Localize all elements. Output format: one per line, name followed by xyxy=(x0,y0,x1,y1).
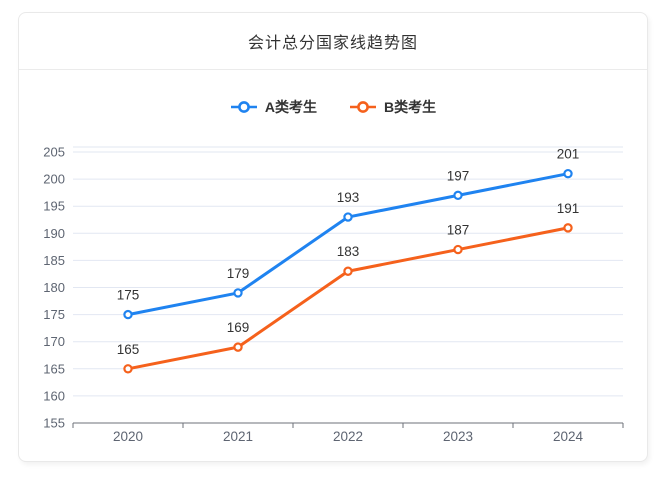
chart-header: 会计总分国家线趋势图 xyxy=(19,13,647,70)
data-point xyxy=(343,266,353,276)
data-point-label: 197 xyxy=(447,168,470,183)
legend-item-1[interactable]: B类考生 xyxy=(349,97,436,117)
y-axis-tick-label: 180 xyxy=(43,280,65,295)
data-point-label: 187 xyxy=(447,223,470,238)
data-point xyxy=(233,342,243,352)
data-point xyxy=(563,223,573,233)
data-point-label: 169 xyxy=(227,320,250,335)
data-point xyxy=(453,190,463,201)
data-point-label: 201 xyxy=(557,147,580,162)
x-axis-tick-label: 2024 xyxy=(553,429,584,444)
y-axis-tick-label: 205 xyxy=(43,145,65,160)
legend-label: A类考生 xyxy=(264,99,317,115)
data-point-label: 179 xyxy=(227,266,250,281)
x-axis-tick-label: 2023 xyxy=(443,429,473,444)
chart-title: 会计总分国家线趋势图 xyxy=(247,35,418,52)
chart-canvas: 155 160 165 170 175 180 185 190 195 200 205 2020 202… xyxy=(43,145,624,444)
y-axis-tick-label: 160 xyxy=(43,388,65,403)
y-axis-tick-label: 190 xyxy=(43,226,65,241)
data-point xyxy=(123,309,133,320)
legend-line-marker-icon xyxy=(350,101,376,113)
legend-label: B类考生 xyxy=(384,99,437,115)
y-axis-tick-label: 195 xyxy=(43,199,65,214)
data-point-label: 175 xyxy=(117,288,140,303)
y-axis-tick-label: 155 xyxy=(43,416,65,431)
data-point-label: 191 xyxy=(557,201,580,216)
legend-item-0[interactable]: A类考生 xyxy=(230,97,317,117)
data-point xyxy=(123,364,133,374)
data-point xyxy=(563,168,573,179)
y-axis-tick-label: 200 xyxy=(43,172,65,187)
chart-card: 会计总分国家线趋势图 A类考生 B类考生 155 160 165 170 175 180 18… xyxy=(18,12,648,462)
legend-line-marker-icon xyxy=(230,101,257,113)
data-point xyxy=(453,244,463,255)
x-axis-tick-label: 2022 xyxy=(333,429,363,444)
y-axis-tick-label: 165 xyxy=(43,361,65,376)
y-axis-tick-label: 175 xyxy=(43,307,65,322)
x-axis-tick-label: 2020 xyxy=(113,429,143,444)
data-point-label: 193 xyxy=(337,190,360,205)
y-axis-tick-label: 170 xyxy=(43,334,65,349)
data-point-label: 165 xyxy=(117,342,140,357)
chart-legend: A类考生 B类考生 xyxy=(19,96,647,118)
x-axis-tick-label: 2021 xyxy=(223,429,253,444)
data-point-label: 183 xyxy=(337,244,360,259)
data-point xyxy=(233,288,243,298)
y-axis-tick-label: 185 xyxy=(43,253,65,268)
data-point xyxy=(343,212,353,222)
